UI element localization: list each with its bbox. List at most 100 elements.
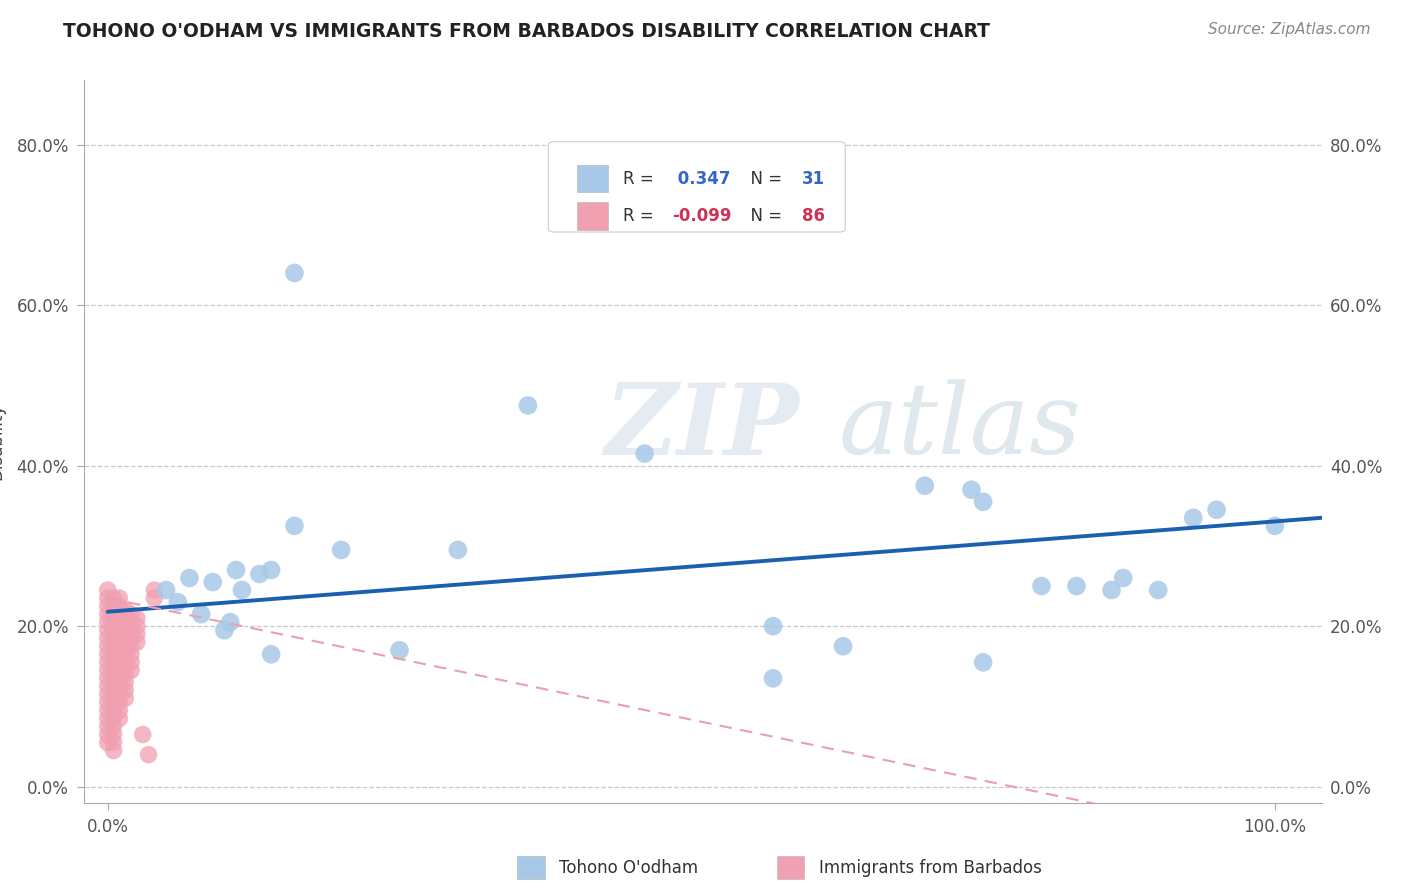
Text: Source: ZipAtlas.com: Source: ZipAtlas.com: [1208, 22, 1371, 37]
Text: R =: R =: [623, 207, 658, 225]
Point: [108, 615, 131, 630]
Point: [138, 747, 160, 762]
Y-axis label: Disability: Disability: [0, 403, 6, 480]
Point: [762, 671, 785, 685]
Point: [832, 639, 855, 653]
Point: [114, 651, 136, 665]
Point: [330, 542, 353, 557]
Point: [762, 619, 785, 633]
Point: [108, 632, 131, 646]
Point: [108, 703, 131, 717]
Point: [114, 683, 136, 698]
Point: [120, 655, 142, 669]
Point: [972, 655, 994, 669]
Point: [108, 655, 131, 669]
Point: [201, 574, 224, 589]
Point: [97, 655, 120, 669]
FancyBboxPatch shape: [576, 165, 607, 193]
Point: [143, 591, 166, 606]
Point: [103, 648, 125, 662]
Point: [214, 623, 236, 637]
Point: [103, 639, 125, 653]
FancyBboxPatch shape: [548, 142, 845, 232]
Point: [97, 728, 120, 742]
Point: [972, 494, 994, 508]
Point: [108, 648, 131, 662]
Point: [143, 583, 166, 598]
Point: [103, 712, 125, 726]
Point: [633, 446, 655, 460]
Point: [155, 583, 177, 598]
Point: [97, 583, 120, 598]
Point: [97, 680, 120, 694]
Point: [97, 632, 120, 646]
Point: [114, 643, 136, 657]
Text: -0.099: -0.099: [672, 207, 731, 225]
Point: [103, 703, 125, 717]
Point: [108, 591, 131, 606]
Point: [108, 671, 131, 685]
FancyBboxPatch shape: [778, 856, 804, 880]
Point: [108, 687, 131, 701]
Point: [108, 664, 131, 678]
Point: [1205, 502, 1227, 516]
Point: [97, 591, 120, 606]
Point: [97, 735, 120, 749]
Text: Immigrants from Barbados: Immigrants from Barbados: [820, 859, 1042, 877]
Point: [103, 607, 125, 621]
Point: [1101, 583, 1123, 598]
Point: [114, 675, 136, 690]
Point: [190, 607, 212, 621]
Point: [103, 664, 125, 678]
Point: [1264, 518, 1286, 533]
Point: [125, 627, 148, 641]
Point: [97, 607, 120, 621]
Point: [447, 542, 470, 557]
Point: [103, 719, 125, 733]
Point: [103, 687, 125, 701]
Point: [120, 623, 142, 637]
Point: [97, 696, 120, 710]
Point: [120, 639, 142, 653]
Point: [914, 478, 936, 492]
Point: [97, 615, 120, 630]
Point: [103, 599, 125, 614]
Point: [120, 664, 142, 678]
Point: [114, 603, 136, 617]
Point: [108, 639, 131, 653]
Point: [114, 659, 136, 673]
Point: [103, 744, 125, 758]
FancyBboxPatch shape: [517, 856, 544, 880]
Text: N =: N =: [740, 207, 787, 225]
Point: [1112, 571, 1135, 585]
Point: [103, 671, 125, 685]
Point: [125, 611, 148, 625]
Point: [103, 623, 125, 637]
Text: atlas: atlas: [839, 379, 1081, 475]
Point: [388, 643, 411, 657]
Point: [120, 632, 142, 646]
Point: [97, 703, 120, 717]
Point: [103, 591, 125, 606]
Point: [114, 611, 136, 625]
Point: [120, 648, 142, 662]
Point: [260, 648, 283, 662]
Point: [97, 687, 120, 701]
Point: [103, 615, 125, 630]
Text: 31: 31: [801, 169, 825, 187]
Point: [103, 696, 125, 710]
Point: [103, 655, 125, 669]
Point: [231, 583, 253, 598]
Point: [97, 664, 120, 678]
Point: [103, 632, 125, 646]
Point: [97, 623, 120, 637]
Point: [97, 671, 120, 685]
Point: [960, 483, 983, 497]
Point: [1031, 579, 1053, 593]
FancyBboxPatch shape: [576, 202, 607, 229]
Point: [120, 615, 142, 630]
Point: [97, 719, 120, 733]
Point: [114, 627, 136, 641]
Point: [260, 563, 283, 577]
Point: [1147, 583, 1170, 598]
